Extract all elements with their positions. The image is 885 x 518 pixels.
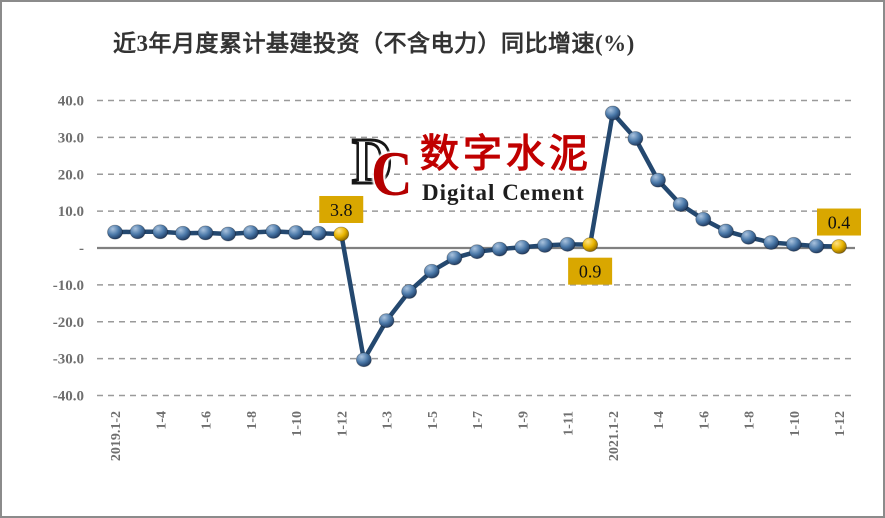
data-point-marker-1-8 <box>740 229 757 245</box>
x-axis-label: 1-10 <box>788 411 803 437</box>
watermark-cn-text: 数字水泥 <box>420 133 593 176</box>
x-axis-label: 2021.1-2 <box>607 411 622 461</box>
data-point-marker-1-9 <box>763 235 780 250</box>
x-axis-label: 2019.1-2 <box>109 411 124 461</box>
x-axis-label: 1-4 <box>154 411 169 430</box>
data-point-marker-1-11 <box>310 225 327 241</box>
data-point-marker-2021.1-2 <box>604 105 621 121</box>
data-point-marker-1-3 <box>627 131 644 146</box>
x-axis-label: 1-5 <box>426 411 441 430</box>
highlight-marker-1-12 <box>831 239 847 254</box>
data-point-marker-1-4 <box>650 172 666 188</box>
data-point-marker-1-8 <box>491 241 508 257</box>
data-point-marker-2019.1-2 <box>107 224 123 240</box>
y-axis-label: -40.0 <box>53 389 84 405</box>
data-point-marker-1-9 <box>514 239 531 255</box>
y-axis-label: -10.0 <box>53 278 84 294</box>
data-point-marker-1-3 <box>129 224 146 240</box>
data-point-marker-1-5 <box>174 225 191 241</box>
x-axis-label: 1-3 <box>381 411 396 430</box>
watermark-logo-c: C <box>371 138 413 209</box>
data-label-0.9: 0.9 <box>568 257 613 285</box>
x-axis-label: 1-12 <box>833 411 848 437</box>
highlight-marker-1-12 <box>333 226 350 242</box>
data-point-marker-1-6 <box>695 211 712 227</box>
data-point-marker-1-10 <box>785 236 802 252</box>
data-label-3.8: 3.8 <box>319 195 364 223</box>
data-point-marker-1-11 <box>559 236 576 252</box>
x-axis-label: 1-6 <box>697 411 712 430</box>
y-axis-label: - <box>79 241 84 257</box>
data-point-marker-1-5 <box>672 197 689 212</box>
watermark: D C 数字水泥 Digital Cement <box>347 125 597 212</box>
data-point-marker-1-10 <box>288 225 304 240</box>
watermark-logo-d: D <box>351 125 394 198</box>
data-point-marker-1-4 <box>152 224 169 240</box>
y-axis-label: 30.0 <box>58 130 84 146</box>
x-axis-label: 1-6 <box>200 411 215 430</box>
svg-text:3.8: 3.8 <box>330 200 353 220</box>
data-point-marker-1-4 <box>401 284 418 299</box>
y-axis-label: -20.0 <box>53 315 84 331</box>
data-point-marker-1-10 <box>536 238 553 253</box>
svg-text:0.4: 0.4 <box>828 213 851 233</box>
data-point-marker-1-2 <box>355 352 372 368</box>
x-axis-label: 1-8 <box>245 411 260 430</box>
data-point-marker-1-11 <box>808 238 825 254</box>
data-point-marker-1-7 <box>220 226 237 242</box>
x-axis-label: 1-12 <box>335 411 350 437</box>
x-axis-label: 1-4 <box>652 411 667 430</box>
data-point-marker-1-8 <box>242 225 259 240</box>
x-axis-label: 1-7 <box>471 411 486 430</box>
data-point-marker-1-3 <box>378 313 395 329</box>
data-point-marker-1-6 <box>446 250 463 266</box>
data-label-0.4: 0.4 <box>817 208 861 236</box>
highlight-marker-1-12 <box>582 237 599 253</box>
data-point-marker-1-6 <box>197 225 214 241</box>
x-axis-label: 1-9 <box>516 411 531 430</box>
watermark-en-text: Digital Cement <box>422 180 585 205</box>
x-axis-label: 1-11 <box>562 411 577 436</box>
y-axis-label: -30.0 <box>53 352 84 368</box>
data-point-marker-1-9 <box>265 224 282 239</box>
data-point-marker-1-7 <box>717 223 734 239</box>
data-point-marker-1-7 <box>469 244 485 260</box>
data-point-marker-1-5 <box>423 263 440 279</box>
y-axis-label: 20.0 <box>58 167 84 183</box>
x-axis-label: 1-8 <box>743 411 758 430</box>
svg-text:0.9: 0.9 <box>579 262 602 282</box>
y-axis-label: 10.0 <box>58 204 84 220</box>
chart-title: 近3年月度累计基建投资（不含电力）同比增速(%) <box>113 31 635 56</box>
x-axis-label: 1-10 <box>290 411 305 437</box>
y-axis-label: 40.0 <box>58 94 84 110</box>
